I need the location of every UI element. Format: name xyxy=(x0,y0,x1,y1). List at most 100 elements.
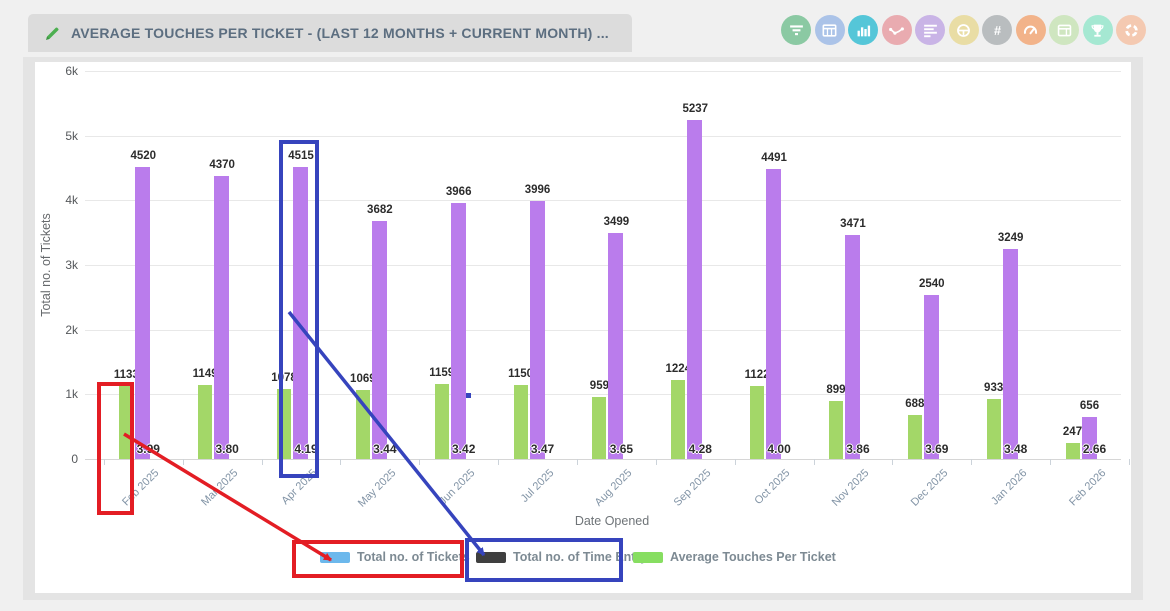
bar-value-label: 933 xyxy=(984,382,1004,394)
bar-value-label: 959 xyxy=(589,380,609,392)
widget-title: AVERAGE TOUCHES PER TICKET - (LAST 12 MO… xyxy=(71,25,609,41)
gauge-icon[interactable] xyxy=(1015,15,1046,45)
x-axis-tick xyxy=(813,459,815,465)
bar-total-no-of-tickets-may-2025[interactable] xyxy=(355,390,370,459)
average-touches-label: 2.66 xyxy=(1082,442,1107,456)
x-axis-tick xyxy=(576,459,578,465)
bar-total-no-of-tickets-jul-2025[interactable] xyxy=(513,385,528,459)
y-axis-tick-label: 0 xyxy=(71,452,78,466)
y-gridline xyxy=(85,200,1121,202)
y-axis-tick-label: 5k xyxy=(65,128,78,143)
y-gridline xyxy=(85,329,1121,331)
ring-chart-icon[interactable] xyxy=(1116,15,1146,45)
bar-total-no-of-tickets-jan-2026[interactable] xyxy=(986,399,1001,459)
bar-total-no-of-time-entry-aug-2025[interactable] xyxy=(608,233,624,459)
edit-pencil-icon[interactable] xyxy=(44,25,61,42)
x-axis-tick xyxy=(734,459,736,465)
bar-total-no-of-time-entry-mar-2025[interactable] xyxy=(214,176,230,459)
bar-total-no-of-time-entry-jul-2025[interactable] xyxy=(529,201,545,459)
highlight-time-entry-box xyxy=(279,140,319,478)
bar-total-no-of-time-entry-may-2025[interactable] xyxy=(371,221,387,459)
bar-value-label: 4491 xyxy=(761,152,787,164)
bar-value-label: 3996 xyxy=(524,184,551,196)
average-touches-label: 4.00 xyxy=(767,442,791,456)
widget-header-tab[interactable]: AVERAGE TOUCHES PER TICKET - (LAST 12 MO… xyxy=(28,14,632,52)
bar-total-no-of-time-entry-sep-2025[interactable] xyxy=(687,120,703,459)
bar-total-no-of-time-entry-feb-2025[interactable] xyxy=(135,167,151,459)
bar-total-no-of-time-entry-jan-2026[interactable] xyxy=(1002,249,1018,459)
highlight-total-tickets-box xyxy=(292,540,464,578)
average-touches-label: 3.99 xyxy=(136,442,160,456)
x-axis-tick xyxy=(103,459,105,465)
trophy-icon[interactable] xyxy=(1082,15,1113,45)
bar-total-no-of-time-entry-dec-2025[interactable] xyxy=(923,295,939,459)
y-axis-tick-label: 6k xyxy=(65,64,78,78)
x-axis-tick xyxy=(892,459,894,465)
highlight-total-tickets-box xyxy=(97,382,134,515)
average-touches-label: 3.42 xyxy=(452,442,476,456)
bar-value-label: 247 xyxy=(1062,426,1083,438)
chart-card xyxy=(23,57,1143,600)
bar-total-no-of-tickets-sep-2025[interactable] xyxy=(671,380,686,459)
bar-value-label: 1122 xyxy=(744,369,770,381)
legend-swatch xyxy=(320,551,350,563)
y-gridline xyxy=(85,71,1121,72)
x-axis-tick xyxy=(971,459,973,465)
bar-value-label: 3471 xyxy=(840,218,866,230)
bar-value-label: 899 xyxy=(826,384,846,396)
bar-value-label: 1150 xyxy=(508,368,534,380)
legend-item-average-touches-per-ticket[interactable]: Average Touches Per Ticket xyxy=(633,550,836,564)
y-axis-tick-label: 1k xyxy=(65,387,78,402)
bar-value-label: 1224 xyxy=(665,363,692,375)
x-axis-tick xyxy=(1050,459,1052,465)
x-axis-tick xyxy=(498,459,500,465)
column-chart-icon[interactable] xyxy=(848,15,878,45)
average-touches-label: 3.47 xyxy=(530,442,555,456)
bar-total-no-of-tickets-dec-2025[interactable] xyxy=(907,415,922,459)
bar-value-label: 2540 xyxy=(919,278,945,290)
legend-item-total-no-of-time-entry[interactable]: Total no. of Time Entry xyxy=(476,550,647,564)
bar-value-label: 656 xyxy=(1079,400,1100,412)
y-axis-title: Total no. of Tickets xyxy=(39,213,53,317)
bar-value-label: 5237 xyxy=(682,103,709,115)
bar-total-no-of-tickets-nov-2025[interactable] xyxy=(828,401,843,459)
bar-total-no-of-time-entry-oct-2025[interactable] xyxy=(766,169,782,459)
average-touches-label: 4.28 xyxy=(688,442,712,456)
bar-value-label: 3499 xyxy=(603,216,630,228)
bar-total-no-of-tickets-aug-2025[interactable] xyxy=(592,397,607,459)
bar-value-label: 1133 xyxy=(113,369,139,381)
y-axis-tick-label: 3k xyxy=(65,258,78,272)
panel-chart-icon[interactable] xyxy=(1049,15,1079,45)
legend-label: Average Touches Per Ticket xyxy=(670,550,836,564)
filter-icon[interactable] xyxy=(781,15,811,45)
x-axis-tick xyxy=(655,459,657,465)
y-gridline xyxy=(85,265,1121,266)
bar-total-no-of-tickets-oct-2025[interactable] xyxy=(750,386,765,459)
highlight-time-entry-box xyxy=(465,538,623,582)
y-gridline xyxy=(85,394,1121,396)
bar-total-no-of-tickets-mar-2025[interactable] xyxy=(198,385,213,459)
bar-total-no-of-time-entry-jun-2025[interactable] xyxy=(450,203,466,459)
bar-total-no-of-tickets-feb-2026[interactable] xyxy=(1065,443,1080,459)
y-axis-tick-label: 2k xyxy=(65,322,78,337)
bar-value-label: 1149 xyxy=(192,368,218,380)
legend-label: Total no. of Time Entry xyxy=(513,550,648,564)
number-icon[interactable]: # xyxy=(982,15,1012,45)
bar-value-label: 3966 xyxy=(445,186,472,198)
bar-total-no-of-time-entry-feb-2026[interactable] xyxy=(1081,417,1097,459)
x-axis-tick xyxy=(182,459,184,465)
x-axis-line xyxy=(85,459,1121,460)
average-touches-label: 3.48 xyxy=(1003,442,1028,456)
horizontal-bar-chart-icon[interactable] xyxy=(915,15,945,45)
bar-value-label: 3249 xyxy=(997,232,1024,244)
donut-chart-icon[interactable] xyxy=(948,15,979,45)
bar-total-no-of-time-entry-nov-2025[interactable] xyxy=(844,235,860,459)
average-touches-label: 3.69 xyxy=(925,442,949,456)
average-touches-label: 3.86 xyxy=(846,442,870,456)
line-chart-icon[interactable] xyxy=(881,15,912,45)
x-axis-title: Date Opened xyxy=(574,514,650,528)
bar-total-no-of-tickets-jun-2025[interactable] xyxy=(434,384,449,459)
x-axis-tick xyxy=(261,459,263,465)
table-view-icon[interactable] xyxy=(814,15,845,45)
